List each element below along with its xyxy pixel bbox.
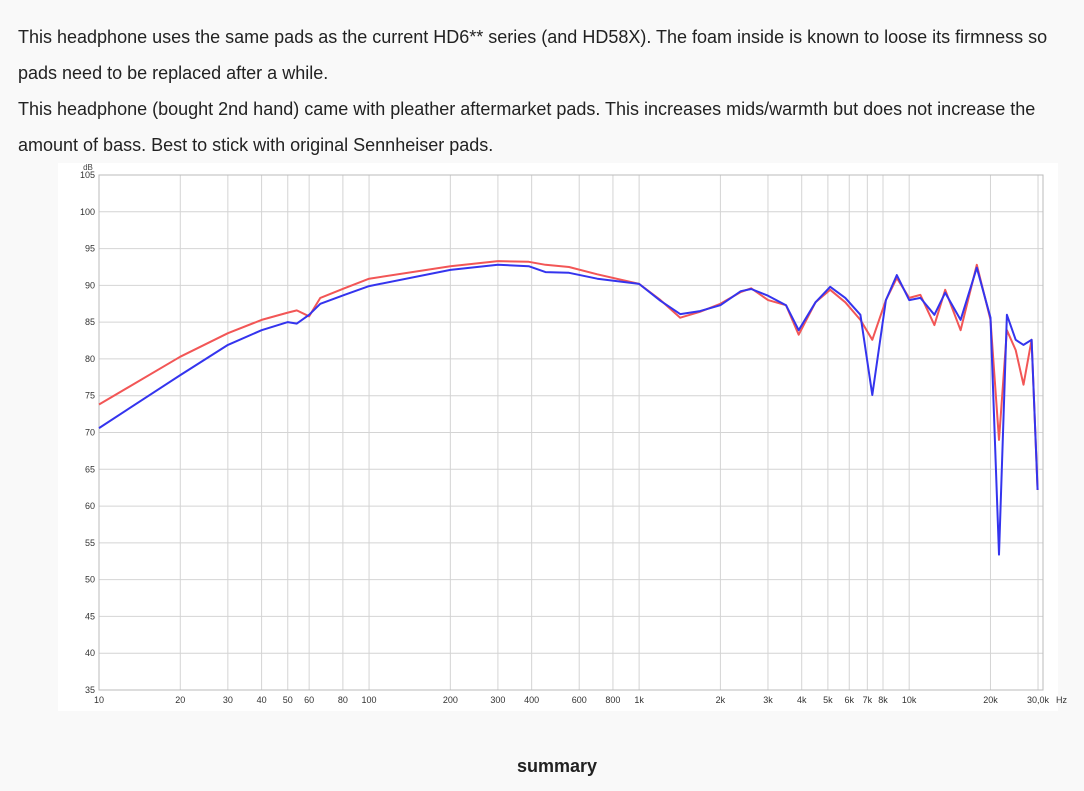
x-tick-label: 40 bbox=[257, 695, 267, 705]
article-text: This headphone uses the same pads as the… bbox=[18, 19, 1068, 163]
plot-frame bbox=[98, 174, 1044, 691]
x-tick-label: 1k bbox=[634, 695, 644, 705]
x-tick-label: 50 bbox=[283, 695, 293, 705]
x-tick-label: 30 bbox=[223, 695, 233, 705]
y-tick-label: 45 bbox=[85, 611, 95, 621]
paragraph: This headphone (bought 2nd hand) came wi… bbox=[18, 99, 1036, 155]
y-tick-label: 35 bbox=[85, 685, 95, 695]
y-tick-label: 70 bbox=[85, 428, 95, 438]
caption: summary bbox=[517, 756, 597, 776]
x-tick-label: 10 bbox=[94, 695, 104, 705]
y-tick-label: 40 bbox=[85, 648, 95, 658]
x-tick-label: 2k bbox=[716, 695, 726, 705]
series-line bbox=[98, 260, 1039, 490]
x-tick-label: 800 bbox=[605, 695, 620, 705]
x-tick-label: 20k bbox=[983, 695, 998, 705]
chart-background bbox=[58, 163, 1058, 711]
paragraph: This headphone uses the same pads as the… bbox=[18, 27, 1048, 83]
y-tick-label: 100 bbox=[80, 207, 95, 217]
x-unit: Hz bbox=[1056, 695, 1067, 705]
x-tick-label: 300 bbox=[490, 695, 505, 705]
x-tick-label: 10k bbox=[902, 695, 917, 705]
y-tick-label: 105 bbox=[80, 170, 95, 180]
x-tick-label: 30,0k bbox=[1027, 695, 1050, 705]
x-tick-label: 6k bbox=[845, 695, 855, 705]
x-tick-label: 200 bbox=[443, 695, 458, 705]
y-tick-label: 75 bbox=[85, 391, 95, 401]
x-tick-label: 80 bbox=[338, 695, 348, 705]
y-tick-label: 55 bbox=[85, 538, 95, 548]
x-tick-label: 4k bbox=[797, 695, 807, 705]
y-tick-label: 65 bbox=[85, 464, 95, 474]
x-tick-label: 600 bbox=[572, 695, 587, 705]
y-tick-label: 80 bbox=[85, 354, 95, 364]
x-tick-label: 60 bbox=[304, 695, 314, 705]
y-tick-label: 90 bbox=[85, 280, 95, 290]
y-tick-label: 50 bbox=[85, 575, 95, 585]
y-tick-label: 95 bbox=[85, 244, 95, 254]
x-tick-label: 8k bbox=[878, 695, 888, 705]
x-tick-label: 3k bbox=[763, 695, 773, 705]
y-tick-label: 60 bbox=[85, 501, 95, 511]
y-tick-label: 85 bbox=[85, 317, 95, 327]
x-tick-label: 7k bbox=[863, 695, 873, 705]
y-unit: dB bbox=[83, 163, 93, 172]
series-line bbox=[98, 263, 1039, 556]
x-tick-label: 5k bbox=[823, 695, 833, 705]
x-tick-label: 20 bbox=[175, 695, 185, 705]
x-tick-label: 100 bbox=[362, 695, 377, 705]
x-tick-label: 400 bbox=[524, 695, 539, 705]
